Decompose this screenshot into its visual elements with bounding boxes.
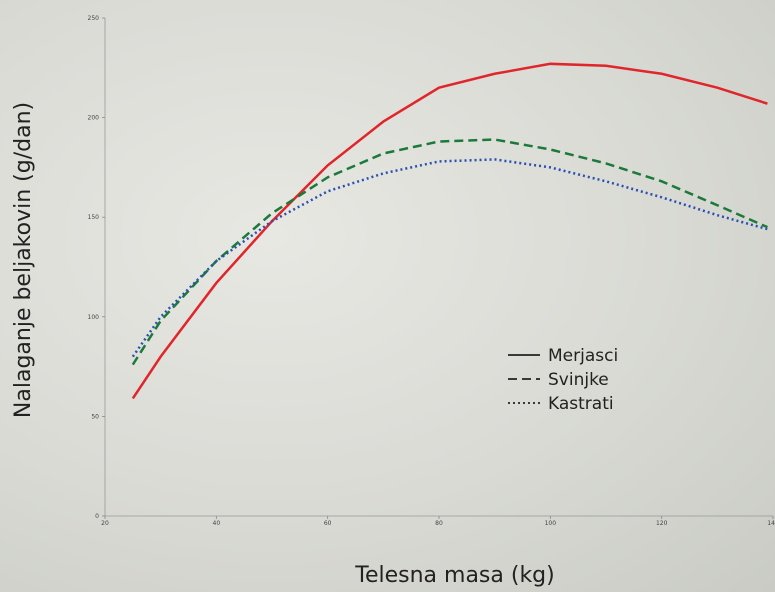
screen: Telesna masa (kg) Nalaganje beljakovin (… [0, 0, 775, 592]
y-tick-label: 0 [95, 513, 99, 520]
chart: Telesna masa (kg) Nalaganje beljakovin (… [0, 0, 775, 592]
x-tick-label: 120 [656, 520, 668, 527]
line-series [133, 140, 768, 365]
x-tick-label: 140 [767, 520, 775, 527]
x-tick-label: 40 [213, 520, 221, 527]
y-tick-label: 200 [88, 115, 100, 122]
legend-label: Kastrati [548, 394, 614, 414]
x-tick-label: 80 [435, 520, 443, 527]
legend-label: Svinjke [548, 370, 609, 390]
y-axis-title: Nalaganje beljakovin (g/dan) [11, 102, 36, 418]
legend-label: Merjasci [548, 346, 618, 366]
line-series [133, 64, 768, 399]
line-series [133, 159, 768, 356]
y-tick-label: 150 [88, 214, 100, 221]
y-tick-label: 100 [88, 314, 100, 321]
x-tick-label: 60 [324, 520, 332, 527]
y-tick-label: 250 [88, 15, 100, 22]
x-tick-label: 100 [545, 520, 557, 527]
x-axis-title: Telesna masa (kg) [354, 563, 554, 588]
y-tick-label: 50 [91, 413, 99, 420]
x-tick-label: 20 [101, 520, 109, 527]
